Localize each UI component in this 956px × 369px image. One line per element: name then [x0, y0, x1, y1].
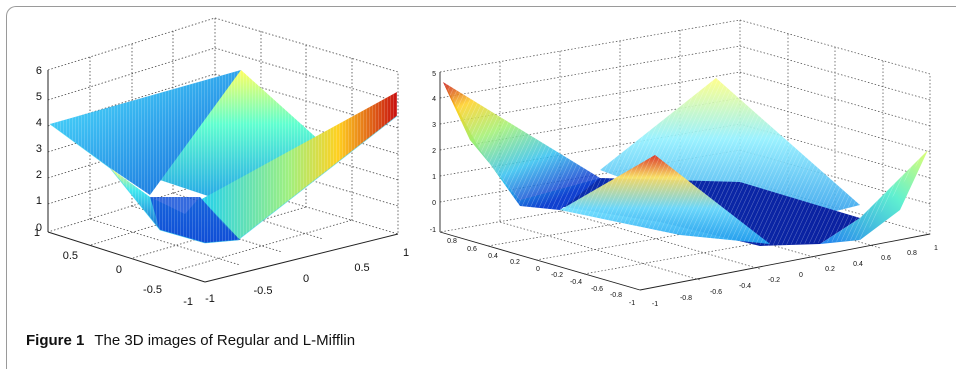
right-y-tick: 0.2 [510, 259, 520, 266]
right-x-tick: -1 [652, 301, 658, 308]
left-z-tick: 3 [36, 143, 42, 155]
left-z-tick: 1 [36, 195, 42, 207]
right-plot: -1 0 1 2 3 4 5 0.8 0.6 0.4 0.2 0 -0.2 -0… [430, 19, 938, 308]
right-z-tick: 0 [432, 200, 436, 207]
figure-caption: Figure 1 The 3D images of Regular and L-M… [26, 332, 355, 349]
left-plot: 0 1 2 3 4 5 6 1 0.5 0 -0.5 -1 -1 -0.5 0 … [34, 17, 409, 308]
right-x-tick: -0.6 [710, 289, 722, 296]
right-y-tick: 0.6 [467, 246, 477, 253]
left-x-tick: 0.5 [354, 262, 369, 274]
left-x-tick: -1 [205, 293, 215, 305]
left-z-tick: 2 [36, 169, 42, 181]
left-y-tick: 1 [34, 227, 40, 239]
right-x-tick: -0.4 [739, 283, 751, 290]
right-y-tick: 0 [536, 266, 540, 273]
right-x-tick: 0.6 [881, 255, 891, 262]
right-x-tick: -0.2 [768, 277, 780, 284]
left-x-tick: -0.5 [254, 285, 273, 297]
right-y-tick: -0.4 [570, 279, 582, 286]
right-z-tick: 2 [432, 148, 436, 155]
right-y-tick: 0.8 [447, 238, 457, 245]
right-x-tick: -0.8 [680, 295, 692, 302]
left-y-tick: -0.5 [143, 284, 162, 296]
left-z-tick: 0 [36, 222, 42, 234]
left-z-tick: 4 [36, 117, 42, 129]
right-y-tick-labels: 0.8 0.6 0.4 0.2 0 -0.2 -0.4 -0.6 -0.8 -1 [447, 238, 635, 307]
right-y-tick: 0.4 [488, 253, 498, 260]
right-z-tick: 3 [432, 122, 436, 129]
left-y-tick: -1 [183, 296, 193, 308]
right-x-tick: 0.4 [853, 261, 863, 268]
right-x-tick: 0.2 [825, 266, 835, 273]
left-x-tick: 0 [303, 273, 309, 285]
right-surface-mesh [443, 78, 928, 246]
left-y-tick: 0.5 [63, 250, 78, 262]
right-y-tick: -0.2 [551, 272, 563, 279]
left-z-tick: 5 [36, 91, 42, 103]
left-z-tick-labels: 0 1 2 3 4 5 6 [36, 65, 42, 234]
left-axes [47, 70, 399, 283]
left-x-tick-labels: -1 -0.5 0 0.5 1 [205, 247, 409, 305]
right-surface-right [820, 150, 928, 244]
right-z-tick: 4 [432, 96, 436, 103]
right-y-tick: -0.6 [591, 286, 603, 293]
right-z-tick: -1 [430, 227, 436, 234]
left-x-tick: 1 [403, 247, 409, 259]
right-y-tick: -0.8 [610, 292, 622, 299]
right-surface [443, 78, 928, 246]
right-z-tick: 5 [432, 71, 436, 78]
left-surface-mesh [50, 70, 397, 243]
right-x-tick: 1 [934, 245, 938, 252]
left-surface [49, 70, 398, 244]
figure-frame [6, 6, 956, 369]
left-y-tick: 0 [116, 264, 122, 276]
left-y-tick-labels: 1 0.5 0 -0.5 -1 [34, 227, 193, 308]
left-surface-edge [49, 115, 398, 244]
right-x-tick-labels: -1 -0.8 -0.6 -0.4 -0.2 0 0.2 0.4 0.6 0.8… [652, 245, 938, 308]
right-axes [439, 72, 931, 291]
figure-caption-text: The 3D images of Regular and L-Mifflin [94, 332, 356, 349]
right-z-tick-labels: -1 0 1 2 3 4 5 [430, 71, 436, 234]
left-z-tick: 6 [36, 65, 42, 77]
right-x-tick: 0.8 [907, 250, 917, 257]
right-y-tick: -1 [629, 300, 635, 307]
right-z-tick: 1 [432, 174, 436, 181]
figure-label: Figure 1 [26, 332, 85, 349]
right-x-tick: 0 [799, 272, 803, 279]
